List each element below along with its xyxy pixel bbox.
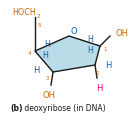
Text: O: O (71, 27, 77, 36)
Text: H: H (33, 66, 39, 75)
Text: H: H (87, 46, 93, 55)
Text: H: H (87, 35, 93, 44)
Text: OH: OH (116, 29, 129, 38)
Text: H: H (44, 40, 50, 49)
Text: 2: 2 (96, 70, 99, 75)
Text: (b): (b) (10, 103, 22, 112)
Text: 2: 2 (37, 13, 41, 18)
Text: deoxyribose (in DNA): deoxyribose (in DNA) (22, 103, 106, 112)
Text: 5: 5 (38, 23, 42, 28)
Text: HOCH: HOCH (12, 8, 36, 17)
Text: H: H (105, 61, 111, 70)
Text: H: H (96, 83, 102, 92)
Text: 3: 3 (46, 75, 49, 80)
Polygon shape (35, 37, 100, 72)
Text: 4: 4 (27, 51, 31, 56)
Text: OH: OH (43, 90, 55, 99)
Text: H: H (42, 51, 48, 60)
Text: 1: 1 (103, 47, 107, 52)
